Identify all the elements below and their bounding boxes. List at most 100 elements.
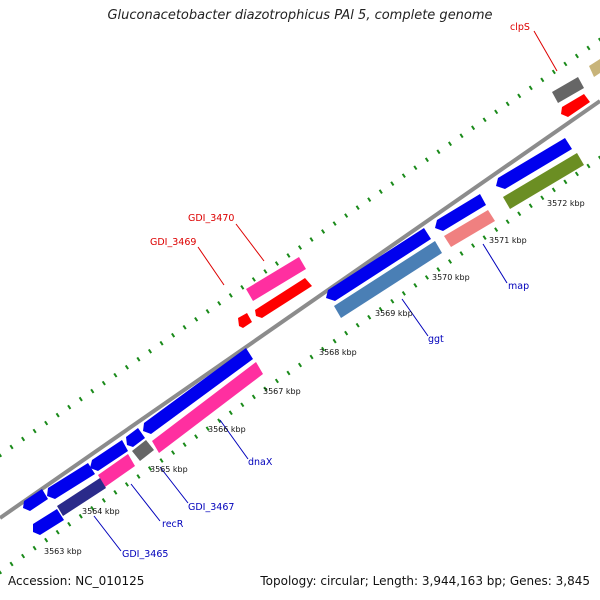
feature-blue-left-1[interactable] [47, 463, 95, 499]
inner-tick-mark [424, 275, 429, 280]
inner-tick-mark [597, 155, 600, 160]
inner-tick-mark [194, 434, 199, 440]
inner-tick-mark [297, 362, 303, 368]
feature-blue-left-2[interactable] [23, 489, 48, 511]
gene-label-map: map [508, 281, 529, 292]
feature-khaki[interactable] [589, 59, 600, 77]
inner-tick-mark [551, 187, 556, 193]
outer-tick-mark [355, 205, 360, 210]
inner-tick-mark [401, 290, 406, 296]
outer-tick-mark [228, 293, 233, 298]
tick-label-3570: 3570 kbp [432, 273, 470, 282]
gene-label-dnaX: dnaX [248, 457, 273, 468]
feature-gdi3469[interactable] [238, 313, 252, 328]
outer-tick-mark [332, 221, 337, 226]
inner-tick-mark [505, 219, 510, 225]
outer-tick-mark [263, 269, 268, 274]
feature-navy-stripe[interactable] [57, 478, 106, 516]
genome-title: Gluconacetobacter diazotrophicus PAl 5, … [107, 8, 493, 23]
inner-tick-mark [471, 243, 476, 248]
inner-tick-mark [136, 474, 141, 479]
feature-blue-ggt[interactable] [326, 228, 431, 301]
feature-steel-ggt[interactable] [334, 241, 442, 318]
inner-tick-mark [517, 211, 522, 217]
outer-tick-mark [401, 173, 406, 179]
gene-label-clpS: clpS [510, 22, 530, 33]
outer-tick-mark [517, 93, 522, 99]
feature-blue-map[interactable] [435, 194, 486, 231]
feature-salmon-map[interactable] [444, 210, 495, 247]
outer-tick-mark [563, 61, 568, 67]
outer-tick-mark [378, 189, 383, 194]
tick-label-3565: 3565 kbp [150, 465, 188, 474]
callout-gdi3465 [93, 515, 122, 552]
inner-tick-mark [447, 259, 453, 264]
outer-tick-mark [482, 117, 487, 123]
inner-tick-mark [436, 267, 441, 272]
outer-tick-mark [586, 45, 591, 51]
inner-tick-mark [413, 283, 418, 288]
outer-tick-mark [171, 332, 176, 338]
outer-tick-mark [390, 181, 395, 187]
outer-tick-mark [205, 308, 210, 314]
callout-dnaX [219, 419, 249, 460]
inner-tick-mark [90, 505, 95, 511]
inner-tick-mark [540, 195, 545, 201]
inner-tick-mark [159, 458, 164, 463]
outer-tick-mark [424, 157, 429, 163]
inner-tick-mark [274, 378, 279, 384]
inner-tick-mark [367, 314, 372, 320]
inner-tick-mark [528, 203, 533, 209]
outer-tick-mark [471, 125, 476, 131]
feature-red-3470[interactable] [255, 278, 312, 318]
inner-tick-mark [32, 545, 37, 551]
inner-tick-mark [182, 442, 187, 447]
outer-tick-mark [321, 229, 326, 234]
feature-pink-dnaX[interactable] [152, 362, 263, 453]
inner-tick-mark [240, 402, 245, 408]
tick-label-3569: 3569 kbp [375, 309, 413, 318]
outer-tick-mark [182, 324, 187, 330]
feature-gdi3470[interactable] [246, 257, 306, 301]
tick-label-3564: 3564 kbp [82, 507, 120, 516]
outer-tick-mark [9, 444, 14, 450]
tick-label-3572: 3572 kbp [547, 199, 585, 208]
inner-tick-mark [44, 537, 49, 543]
outer-tick-mark [367, 197, 372, 202]
feature-olive[interactable] [503, 153, 584, 209]
inner-tick-mark [332, 338, 337, 344]
outer-tick-mark [90, 388, 95, 394]
outer-tick-mark [136, 356, 141, 362]
feature-blue-dnaX[interactable] [143, 348, 253, 434]
inner-tick-mark [228, 410, 233, 416]
callout-gdi3467 [159, 466, 189, 504]
feature-blue-small-1[interactable] [126, 428, 145, 447]
outer-tick-mark [459, 133, 464, 139]
inner-tick-mark [0, 570, 3, 575]
outer-tick-mark [124, 364, 129, 370]
inner-tick-mark [563, 179, 568, 185]
inner-tick-mark [586, 163, 591, 169]
feature-gray-3467[interactable] [132, 440, 154, 461]
outer-tick-mark [78, 396, 83, 402]
feature-clpS-gray[interactable] [552, 77, 584, 103]
feature-blue-small-2[interactable] [90, 440, 128, 471]
outer-tick-mark [447, 141, 453, 147]
inner-tick-mark [574, 171, 579, 177]
inner-tick-mark [205, 426, 210, 432]
inner-tick-mark [482, 235, 487, 240]
inner-tick-mark [494, 227, 499, 233]
inner-tick-mark [147, 466, 153, 471]
callout-gdi3469 [197, 246, 225, 286]
inner-tick-mark [78, 513, 83, 519]
feature-clpS-red[interactable] [561, 94, 590, 117]
outer-tick-mark [159, 340, 164, 346]
tick-label-3566: 3566 kbp [208, 425, 246, 434]
feature-blue-left-3[interactable] [33, 509, 64, 535]
feature-blue-top-right[interactable] [496, 138, 572, 189]
gene-label-recR: recR [162, 519, 184, 530]
outer-tick-mark [540, 77, 545, 83]
outer-tick-mark [344, 213, 349, 218]
feature-pink-recR[interactable] [98, 454, 135, 487]
outer-tick-mark [251, 277, 256, 282]
